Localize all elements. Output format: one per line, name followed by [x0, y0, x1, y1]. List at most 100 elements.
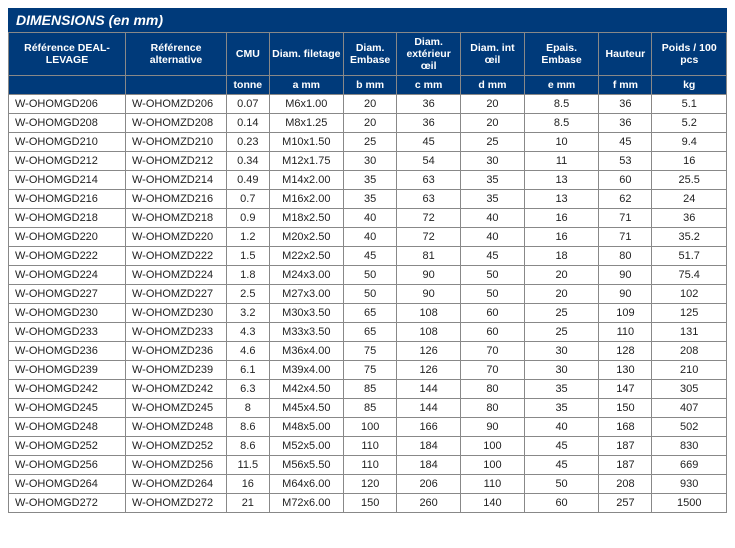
cell-r16-c0: W-OHOMGD245 — [9, 399, 126, 418]
cell-r16-c5: 144 — [397, 399, 461, 418]
cell-r15-c8: 147 — [599, 380, 652, 399]
cell-r18-c8: 187 — [599, 437, 652, 456]
cell-r6-c8: 71 — [599, 209, 652, 228]
cell-r7-c3: M20x2.50 — [269, 228, 343, 247]
cell-r20-c2: 16 — [227, 475, 270, 494]
cell-r8-c7: 18 — [524, 247, 598, 266]
table-row: W-OHOMGD236W-OHOMZD2364.6M36x4.007512670… — [9, 342, 727, 361]
col-header-6: Diam. int œil — [461, 33, 525, 76]
cell-r10-c6: 50 — [461, 285, 525, 304]
cell-r11-c8: 109 — [599, 304, 652, 323]
cell-r11-c4: 65 — [344, 304, 397, 323]
table-row: W-OHOMGD248W-OHOMZD2488.6M48x5.001001669… — [9, 418, 727, 437]
cell-r9-c1: W-OHOMZD224 — [126, 266, 227, 285]
cell-r21-c2: 21 — [227, 494, 270, 513]
cell-r3-c1: W-OHOMZD212 — [126, 152, 227, 171]
cell-r15-c6: 80 — [461, 380, 525, 399]
cell-r7-c9: 35.2 — [652, 228, 727, 247]
cell-r12-c2: 4.3 — [227, 323, 270, 342]
cell-r3-c3: M12x1.75 — [269, 152, 343, 171]
cell-r18-c3: M52x5.00 — [269, 437, 343, 456]
cell-r15-c1: W-OHOMZD242 — [126, 380, 227, 399]
cell-r6-c0: W-OHOMGD218 — [9, 209, 126, 228]
cell-r16-c3: M45x4.50 — [269, 399, 343, 418]
cell-r19-c7: 45 — [524, 456, 598, 475]
table-row: W-OHOMGD233W-OHOMZD2334.3M33x3.506510860… — [9, 323, 727, 342]
col-header-7: Epais. Embase — [524, 33, 598, 76]
cell-r11-c3: M30x3.50 — [269, 304, 343, 323]
cell-r14-c0: W-OHOMGD239 — [9, 361, 126, 380]
cell-r1-c3: M8x1.25 — [269, 114, 343, 133]
cell-r20-c8: 208 — [599, 475, 652, 494]
cell-r6-c1: W-OHOMZD218 — [126, 209, 227, 228]
cell-r2-c8: 45 — [599, 133, 652, 152]
col-header-1: Référence alternative — [126, 33, 227, 76]
cell-r11-c7: 25 — [524, 304, 598, 323]
cell-r6-c3: M18x2.50 — [269, 209, 343, 228]
cell-r1-c7: 8.5 — [524, 114, 598, 133]
cell-r15-c0: W-OHOMGD242 — [9, 380, 126, 399]
cell-r12-c8: 110 — [599, 323, 652, 342]
table-row: W-OHOMGD245W-OHOMZD2458M45x4.50851448035… — [9, 399, 727, 418]
cell-r12-c7: 25 — [524, 323, 598, 342]
cell-r2-c1: W-OHOMZD210 — [126, 133, 227, 152]
cell-r14-c6: 70 — [461, 361, 525, 380]
cell-r15-c5: 144 — [397, 380, 461, 399]
col-header-4: Diam. Embase — [344, 33, 397, 76]
cell-r9-c9: 75.4 — [652, 266, 727, 285]
cell-r4-c7: 13 — [524, 171, 598, 190]
cell-r7-c5: 72 — [397, 228, 461, 247]
cell-r3-c2: 0.34 — [227, 152, 270, 171]
cell-r11-c6: 60 — [461, 304, 525, 323]
cell-r6-c9: 36 — [652, 209, 727, 228]
cell-r2-c3: M10x1.50 — [269, 133, 343, 152]
col-subheader-0 — [9, 76, 126, 95]
table-row: W-OHOMGD222W-OHOMZD2221.5M22x2.504581451… — [9, 247, 727, 266]
cell-r13-c7: 30 — [524, 342, 598, 361]
cell-r14-c1: W-OHOMZD239 — [126, 361, 227, 380]
table-body: W-OHOMGD206W-OHOMZD2060.07M6x1.002036208… — [9, 95, 727, 513]
table-title: DIMENSIONS (en mm) — [8, 8, 727, 32]
cell-r7-c8: 71 — [599, 228, 652, 247]
cell-r11-c9: 125 — [652, 304, 727, 323]
cell-r11-c0: W-OHOMGD230 — [9, 304, 126, 323]
cell-r5-c4: 35 — [344, 190, 397, 209]
cell-r10-c8: 90 — [599, 285, 652, 304]
col-subheader-8: f mm — [599, 76, 652, 95]
cell-r3-c4: 30 — [344, 152, 397, 171]
cell-r18-c6: 100 — [461, 437, 525, 456]
cell-r13-c4: 75 — [344, 342, 397, 361]
dimensions-table: Référence DEAL-LEVAGERéférence alternati… — [8, 32, 727, 513]
cell-r17-c7: 40 — [524, 418, 598, 437]
cell-r8-c3: M22x2.50 — [269, 247, 343, 266]
cell-r14-c8: 130 — [599, 361, 652, 380]
cell-r17-c2: 8.6 — [227, 418, 270, 437]
cell-r0-c1: W-OHOMZD206 — [126, 95, 227, 114]
cell-r18-c2: 8.6 — [227, 437, 270, 456]
col-subheader-6: d mm — [461, 76, 525, 95]
cell-r11-c5: 108 — [397, 304, 461, 323]
cell-r8-c2: 1.5 — [227, 247, 270, 266]
cell-r3-c5: 54 — [397, 152, 461, 171]
col-header-9: Poids / 100 pcs — [652, 33, 727, 76]
cell-r19-c9: 669 — [652, 456, 727, 475]
cell-r16-c4: 85 — [344, 399, 397, 418]
table-row: W-OHOMGD216W-OHOMZD2160.7M16x2.003563351… — [9, 190, 727, 209]
cell-r6-c4: 40 — [344, 209, 397, 228]
cell-r0-c2: 0.07 — [227, 95, 270, 114]
cell-r19-c8: 187 — [599, 456, 652, 475]
cell-r5-c0: W-OHOMGD216 — [9, 190, 126, 209]
cell-r8-c5: 81 — [397, 247, 461, 266]
cell-r5-c8: 62 — [599, 190, 652, 209]
table-row: W-OHOMGD239W-OHOMZD2396.1M39x4.007512670… — [9, 361, 727, 380]
cell-r4-c6: 35 — [461, 171, 525, 190]
col-subheader-1 — [126, 76, 227, 95]
cell-r21-c9: 1500 — [652, 494, 727, 513]
table-row: W-OHOMGD256W-OHOMZD25611.5M56x5.50110184… — [9, 456, 727, 475]
cell-r3-c9: 16 — [652, 152, 727, 171]
cell-r17-c8: 168 — [599, 418, 652, 437]
cell-r5-c9: 24 — [652, 190, 727, 209]
cell-r14-c5: 126 — [397, 361, 461, 380]
col-header-2: CMU — [227, 33, 270, 76]
cell-r0-c9: 5.1 — [652, 95, 727, 114]
